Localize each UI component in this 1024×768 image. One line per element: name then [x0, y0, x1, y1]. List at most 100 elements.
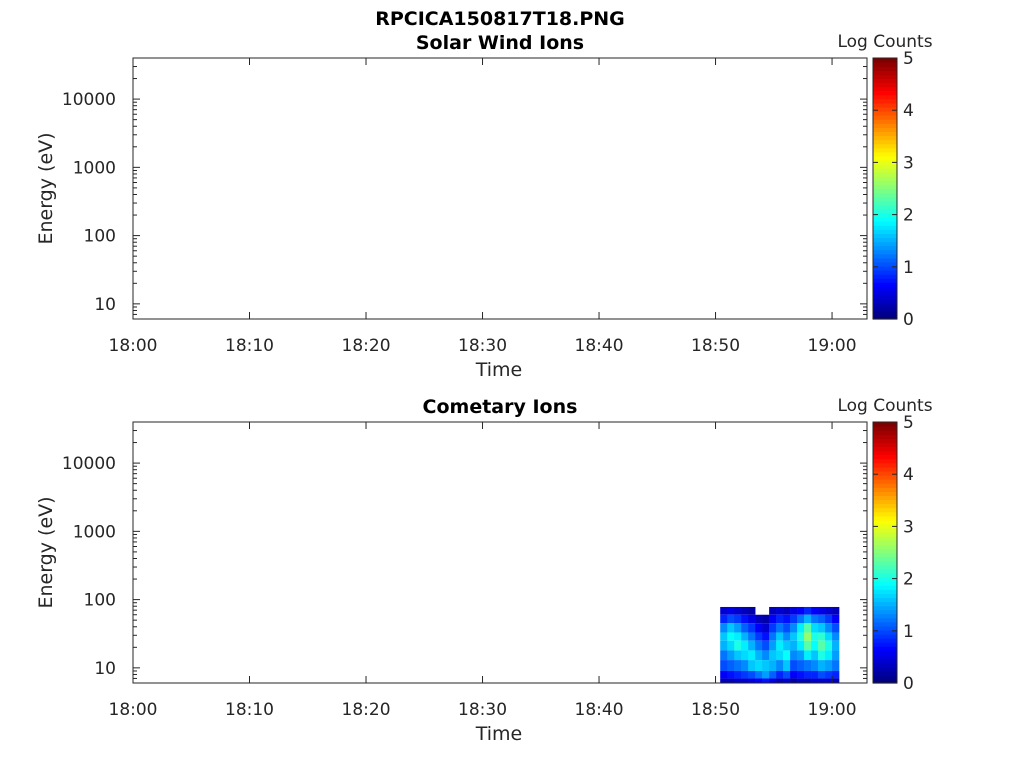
heatmap-cell	[818, 678, 826, 683]
colorbar-band	[873, 290, 897, 296]
heatmap-cell	[748, 606, 756, 615]
heatmap-cell	[804, 660, 812, 671]
heatmap-cell	[769, 660, 777, 671]
colorbar-band	[873, 674, 897, 680]
colorbar-band	[873, 78, 897, 84]
heatmap-cell	[811, 678, 819, 683]
colorbar-tick-label: 1	[903, 258, 914, 278]
colorbar-band	[873, 507, 897, 513]
colorbar-band	[873, 188, 897, 194]
y-tick-label: 1000	[73, 158, 116, 178]
x-tick-label: 18:00	[109, 336, 158, 356]
heatmap-cell	[720, 678, 728, 683]
heatmap-cell	[804, 632, 812, 641]
heatmap-cell	[734, 623, 742, 633]
heatmap-cell	[734, 614, 742, 624]
heatmap-cell	[755, 614, 763, 624]
colorbar-band	[873, 237, 897, 243]
heatmap-cell	[762, 614, 770, 624]
heatmap-cell	[734, 606, 742, 615]
heatmap-cell	[741, 632, 749, 641]
heatmap-cell	[720, 670, 728, 679]
heatmap-cell	[818, 660, 826, 671]
colorbar-band	[873, 180, 897, 186]
heatmap-cell	[762, 660, 770, 671]
y-tick-label: 1000	[73, 522, 116, 542]
heatmap-cell	[720, 623, 728, 633]
colorbar-band	[873, 225, 897, 230]
colorbar-band	[873, 564, 897, 570]
colorbar-band	[873, 90, 897, 96]
heatmap-cell	[727, 614, 735, 624]
colorbar-band	[873, 434, 897, 439]
plot-area	[133, 58, 867, 319]
y-tick-label: 10	[94, 659, 116, 679]
heatmap-cell	[776, 678, 784, 683]
colorbar-band	[873, 495, 897, 501]
colorbar-band	[873, 532, 897, 537]
colorbar-band	[873, 540, 897, 545]
colorbar-tick-label: 5	[903, 413, 914, 433]
heatmap-cell	[818, 670, 826, 679]
colorbar-band	[873, 528, 897, 533]
x-tick-label: 18:30	[458, 336, 507, 356]
colorbar-band	[873, 274, 897, 279]
colorbar-band	[873, 208, 897, 214]
heatmap-cell	[776, 660, 784, 671]
heatmap-cell	[818, 614, 826, 624]
heatmap-cell	[720, 606, 728, 615]
colorbar-band	[873, 605, 897, 611]
colorbar-band	[873, 458, 897, 464]
colorbar-band	[873, 106, 897, 112]
heatmap-cell	[720, 632, 728, 641]
heatmap-cell	[790, 678, 798, 683]
heatmap-cell	[769, 623, 777, 633]
heatmap-cell	[748, 670, 756, 679]
heatmap-cell	[748, 632, 756, 641]
heatmap-cell	[741, 640, 749, 651]
colorbar-band	[873, 270, 897, 275]
colorbar-tick-label: 3	[903, 153, 914, 173]
heatmap-cell	[811, 623, 819, 633]
heatmap-cell	[727, 632, 735, 641]
colorbar-band	[873, 241, 897, 247]
panel-title: Solar Wind Ions	[416, 32, 584, 54]
colorbar-band	[873, 515, 897, 521]
heatmap-cell	[783, 614, 791, 624]
x-tick-label: 18:40	[575, 336, 624, 356]
colorbar-band	[873, 597, 897, 603]
colorbar-band	[873, 658, 897, 664]
heatmap-cell	[727, 650, 735, 661]
heatmap-cell	[727, 606, 735, 615]
heatmap-cell	[811, 632, 819, 641]
colorbar-band	[873, 286, 897, 292]
colorbar-band	[873, 102, 897, 108]
heatmap-cell	[755, 678, 763, 683]
heatmap-cell	[804, 650, 812, 661]
colorbar-band	[873, 519, 897, 525]
heatmap-cell	[811, 640, 819, 651]
x-tick-label: 19:00	[808, 336, 857, 356]
heatmap-cell	[769, 678, 777, 683]
heatmap-cell	[832, 640, 840, 651]
y-axis-label: Energy (eV)	[35, 496, 57, 608]
colorbar-band	[873, 143, 897, 149]
heatmap-cell	[832, 606, 840, 615]
heatmap-cell	[832, 632, 840, 641]
heatmap-cell	[825, 650, 833, 661]
heatmap-cell	[776, 614, 784, 624]
heatmap-cell	[727, 660, 735, 671]
heatmap-cell	[811, 614, 819, 624]
colorbar-band	[873, 282, 897, 287]
colorbar-tick-label: 5	[903, 49, 914, 69]
colorbar-band	[873, 491, 897, 497]
heatmap-cell	[825, 606, 833, 615]
x-tick-label: 18:40	[575, 700, 624, 720]
heatmap-cell	[776, 632, 784, 641]
heatmap-cell	[818, 632, 826, 641]
heatmap-cell	[811, 670, 819, 679]
colorbar-band	[873, 168, 897, 173]
heatmap-cell	[769, 614, 777, 624]
colorbar-band	[873, 617, 897, 623]
